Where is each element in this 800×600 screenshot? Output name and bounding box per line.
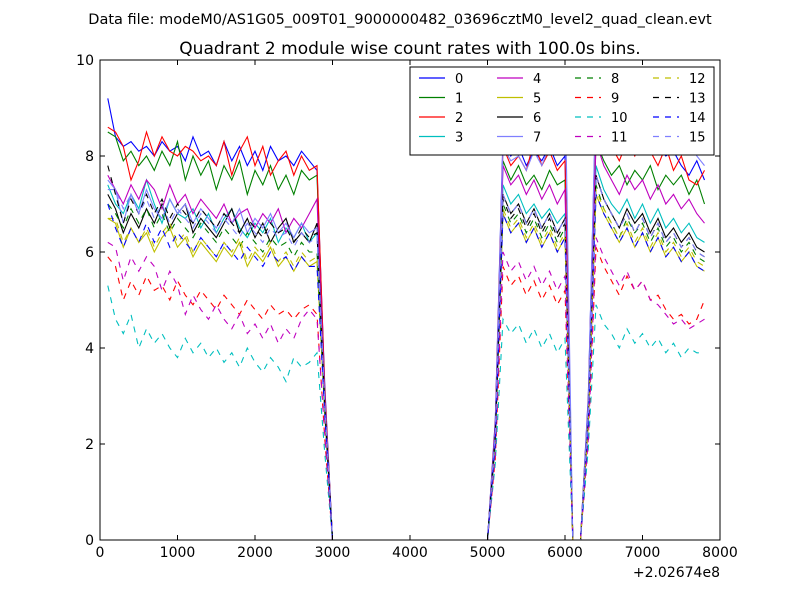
legend-label-13: 13: [689, 92, 706, 107]
legend-label-11: 11: [611, 131, 628, 146]
x-tick-label: 5000: [470, 545, 506, 561]
legend-label-9: 9: [611, 92, 619, 107]
legend-label-15: 15: [689, 131, 706, 146]
y-tick-label: 2: [85, 437, 94, 453]
series-10-line: [107, 285, 705, 540]
y-tick-label: 10: [76, 53, 94, 69]
legend-label-6: 6: [533, 111, 541, 126]
legend-label-8: 8: [611, 72, 619, 87]
legend-box: [409, 66, 715, 156]
series-4-line: [107, 141, 705, 540]
x-tick-label: 2000: [237, 545, 273, 561]
figure-suptitle: Data file: modeM0/AS1G05_009T01_90000004…: [88, 12, 712, 28]
x-offset-label: +2.02674e8: [633, 565, 720, 581]
legend-label-0: 0: [455, 72, 463, 87]
series-1-line: [107, 131, 706, 540]
series-15-line: [107, 175, 705, 540]
legend-label-12: 12: [689, 72, 706, 87]
legend-label-4: 4: [533, 72, 541, 87]
legend-label-7: 7: [533, 131, 541, 146]
legend-label-5: 5: [533, 92, 541, 107]
x-tick-label: 6000: [547, 545, 583, 561]
y-tick-label: 6: [85, 245, 94, 261]
x-tick-label: 7000: [625, 545, 661, 561]
legend-label-3: 3: [455, 131, 463, 146]
legend-label-10: 10: [611, 111, 628, 126]
y-tick-label: 8: [85, 149, 94, 165]
legend-label-1: 1: [455, 92, 463, 107]
x-tick-label: 0: [96, 545, 105, 561]
series-11-line: [107, 237, 705, 540]
legend-label-14: 14: [689, 111, 706, 126]
x-tick-label: 3000: [315, 545, 351, 561]
series-9-line: [107, 246, 706, 540]
y-tick-label: 4: [85, 341, 94, 357]
x-tick-label: 1000: [160, 545, 196, 561]
y-tick-label: 0: [85, 533, 94, 549]
series-layer: [107, 78, 706, 540]
legend-label-2: 2: [455, 111, 463, 126]
chart-title: Quadrant 2 module wise count rates with …: [179, 39, 640, 59]
series-12-line: [107, 189, 705, 540]
series-14-line: [107, 194, 705, 540]
x-tick-label: 8000: [702, 545, 738, 561]
x-tick-label: 4000: [392, 545, 428, 561]
